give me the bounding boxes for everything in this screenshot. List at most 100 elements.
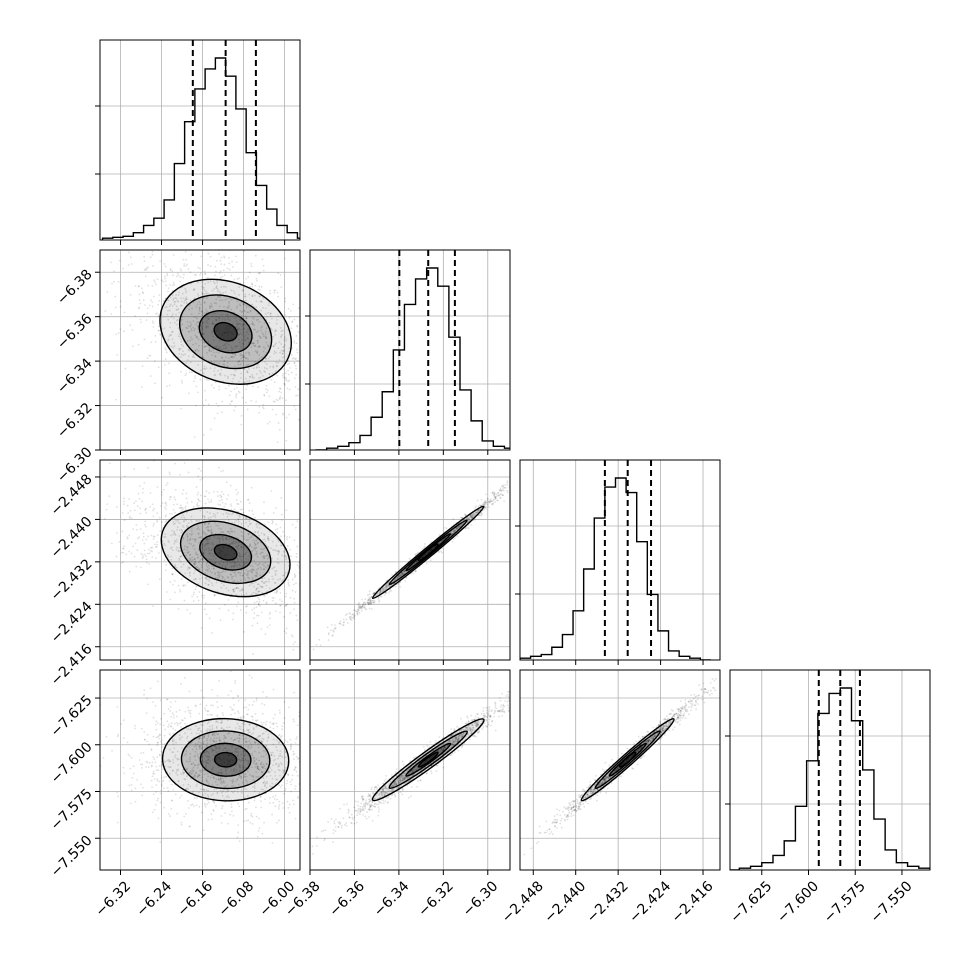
sample-point — [165, 484, 168, 487]
sample-point — [386, 586, 388, 589]
sample-point — [173, 523, 175, 526]
sample-point — [221, 357, 224, 360]
sample-point — [188, 304, 191, 307]
sample-point — [128, 251, 130, 254]
sample-point — [218, 499, 221, 502]
sample-point — [231, 355, 234, 358]
sample-point — [211, 571, 213, 574]
sample-point — [474, 513, 477, 516]
sample-point — [484, 500, 486, 502]
sample-point — [244, 293, 247, 296]
sample-point — [202, 552, 205, 554]
sample-point — [194, 349, 197, 352]
sample-point — [209, 518, 212, 521]
sample-point — [199, 369, 202, 372]
sample-point — [231, 260, 233, 263]
sample-point — [242, 250, 245, 252]
sample-point — [351, 433, 353, 435]
sample-point — [202, 741, 205, 743]
sample-point — [230, 806, 233, 808]
sample-point — [469, 514, 472, 517]
sample-point — [182, 345, 185, 348]
sample-point — [291, 321, 294, 324]
sample-point — [252, 582, 254, 585]
sample-point — [264, 361, 266, 363]
sample-point — [167, 299, 170, 302]
sample-point — [152, 793, 155, 796]
sample-point — [233, 561, 236, 564]
histogram-step-line — [101, 57, 300, 240]
sample-point — [168, 305, 171, 308]
sample-point — [273, 548, 276, 551]
sample-point — [247, 576, 249, 579]
sample-point — [236, 754, 239, 757]
sample-point — [228, 513, 231, 516]
sample-point — [243, 310, 246, 313]
sample-point — [274, 574, 277, 576]
sample-point — [220, 722, 223, 724]
sample-point — [151, 556, 154, 558]
sample-point — [212, 351, 215, 354]
sample-point — [220, 791, 223, 794]
sample-point — [255, 587, 258, 590]
sample-point — [180, 297, 183, 300]
sample-point — [187, 202, 189, 204]
sample-point — [219, 259, 222, 262]
sample-point — [237, 601, 240, 604]
sample-point — [260, 300, 263, 302]
sample-point — [244, 299, 247, 302]
sample-point — [199, 573, 202, 576]
sample-point — [257, 597, 260, 599]
sample-point — [129, 227, 131, 229]
sample-point — [216, 783, 219, 786]
sample-point — [314, 360, 316, 362]
sample-point — [216, 537, 218, 539]
sample-point — [187, 522, 190, 524]
sample-point — [229, 484, 232, 487]
sample-point — [215, 720, 217, 723]
sample-point — [233, 278, 236, 281]
sample-point — [279, 526, 282, 529]
sample-point — [167, 539, 170, 542]
sample-point — [279, 274, 282, 276]
sample-point — [403, 570, 406, 573]
sample-point — [476, 511, 479, 514]
sample-point — [378, 591, 381, 594]
sample-point — [451, 540, 454, 543]
sample-point — [400, 574, 402, 577]
sample-point — [201, 594, 203, 597]
sample-point — [200, 310, 203, 313]
sample-point — [210, 549, 212, 552]
sample-point — [245, 819, 248, 822]
sample-point — [368, 597, 371, 600]
sample-point — [98, 302, 100, 304]
sample-point — [254, 328, 256, 331]
sample-point — [207, 498, 210, 501]
sample-point — [241, 339, 243, 342]
sample-point — [174, 539, 176, 542]
sample-point — [143, 338, 146, 341]
sample-point — [277, 399, 279, 402]
sample-point — [256, 340, 259, 342]
sample-point — [257, 603, 260, 605]
sample-point — [288, 584, 291, 587]
sample-point — [255, 550, 258, 553]
sample-point — [267, 357, 270, 360]
sample-point — [125, 553, 128, 556]
sample-point — [262, 346, 265, 348]
sample-point — [262, 375, 264, 377]
sample-point — [265, 602, 268, 605]
sample-point — [188, 308, 191, 311]
sample-point — [206, 562, 209, 564]
sample-point — [248, 584, 251, 587]
sample-point — [259, 566, 262, 569]
sample-point — [184, 374, 187, 377]
sample-point — [216, 412, 219, 415]
sample-point — [346, 622, 349, 624]
sample-point — [207, 252, 210, 255]
sample-point — [349, 618, 352, 620]
sample-point — [210, 582, 213, 585]
sample-point — [262, 568, 265, 571]
sample-point — [224, 318, 227, 321]
sample-point — [143, 255, 146, 258]
